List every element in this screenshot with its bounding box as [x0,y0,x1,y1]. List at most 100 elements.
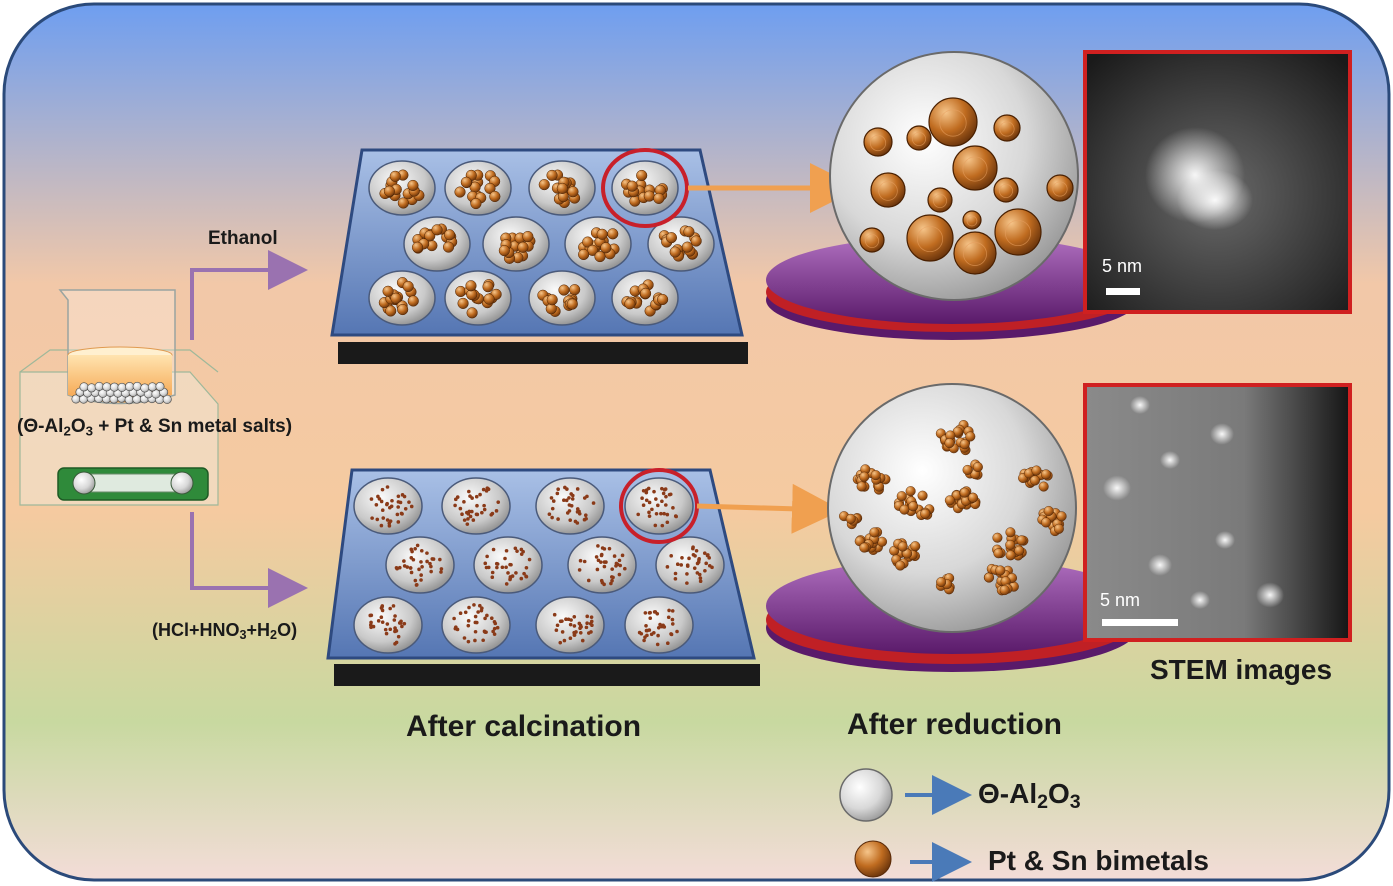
metal-dot [590,623,594,628]
metal-dot [643,611,648,615]
metal-particle [1005,527,1016,538]
metal-dot [483,561,488,566]
metal-dot [562,638,567,643]
metal-dot [374,502,379,507]
metal-particle [1040,469,1051,480]
metal-dot [504,548,509,553]
metal-particle [927,187,953,213]
metal-particle [397,197,409,209]
metal-dot [478,603,482,608]
metal-particle [385,305,397,317]
metal-dot [653,610,658,614]
metal-dot [403,507,408,511]
metal-dot [484,565,489,570]
metal-dot [495,625,500,630]
metal-particle [498,245,510,257]
metal-dot [572,624,577,628]
metal-dot [664,494,668,499]
metal-particle [457,297,469,309]
metal-dot [600,546,605,550]
metal-dot [550,515,554,520]
metal-dot [555,623,560,628]
alumina-grain [147,382,157,392]
metal-dot [462,500,466,504]
metal-dot [462,518,467,522]
metal-dot [419,578,423,582]
metal-dot [660,486,664,491]
metal-dot [409,504,414,509]
metal-particle [465,280,477,292]
metal-dot [610,567,614,571]
metal-dot [547,512,552,517]
label-acid-solvent: (HCl+HNO3+H2O) [152,620,298,643]
metal-dot [555,491,560,496]
tray-well [353,477,423,535]
metal-dot [393,629,397,634]
metal-particle [994,208,1042,256]
tray-well [403,216,471,272]
metal-dot [685,572,689,576]
stem-bright-spot [1160,451,1180,469]
metal-particle [538,179,550,191]
metal-dot [659,511,663,516]
metal-dot [667,608,671,613]
metal-dot [369,497,374,501]
metal-particle [383,185,395,197]
metal-dot [407,500,411,504]
metal-dot [654,511,659,516]
metal-particle [624,298,636,310]
beaker-hotplate [19,289,219,506]
metal-dot [568,622,573,627]
metal-dot [385,501,389,506]
alumina-grain [125,382,135,392]
metal-particle [917,490,928,501]
metal-dot [644,623,648,628]
metal-dot [396,634,401,639]
metal-dot [414,583,419,587]
metal-particle [643,190,655,202]
label-after-reduction: After reduction [847,708,1063,741]
metal-dot [453,503,457,508]
metal-dot [480,510,484,515]
metal-dot [665,512,670,517]
metal-particle [908,501,919,512]
alumina-grain [79,382,89,392]
metal-dot [458,611,463,615]
metal-particle [407,179,419,192]
metal-particle [959,487,970,498]
metal-dot [695,561,700,566]
metal-dot [527,557,532,562]
metal-dot [558,640,563,645]
metal-particle [962,464,973,475]
metal-dot [636,512,640,517]
metal-dot [485,554,489,559]
metal-dot [669,632,674,637]
metal-particle [1053,523,1064,534]
metal-dot [666,641,670,646]
metal-particle [895,560,906,571]
metal-dot [519,552,524,556]
metal-dot [387,524,392,528]
metal-dot [396,494,401,499]
metal-dot [586,631,591,635]
metal-particle [407,295,419,307]
metal-particle [444,229,456,241]
reduced-sphere-top [829,51,1079,301]
scale-bar-bottom [1102,619,1178,626]
metal-dot [429,564,433,569]
metal-dot [430,557,435,561]
metal-dot [380,487,385,492]
metal-dot [585,494,589,499]
metal-particle [928,97,978,147]
metal-particle [653,192,665,204]
metal-dot [567,503,572,507]
metal-particle [1038,481,1049,492]
tray-well [611,160,679,216]
metal-dot [385,622,390,626]
metal-dot [697,556,701,561]
metal-dot [463,610,468,615]
metal-dot [515,549,519,553]
metal-particle [578,248,590,261]
metal-dot [662,511,666,516]
metal-dot [396,520,401,524]
